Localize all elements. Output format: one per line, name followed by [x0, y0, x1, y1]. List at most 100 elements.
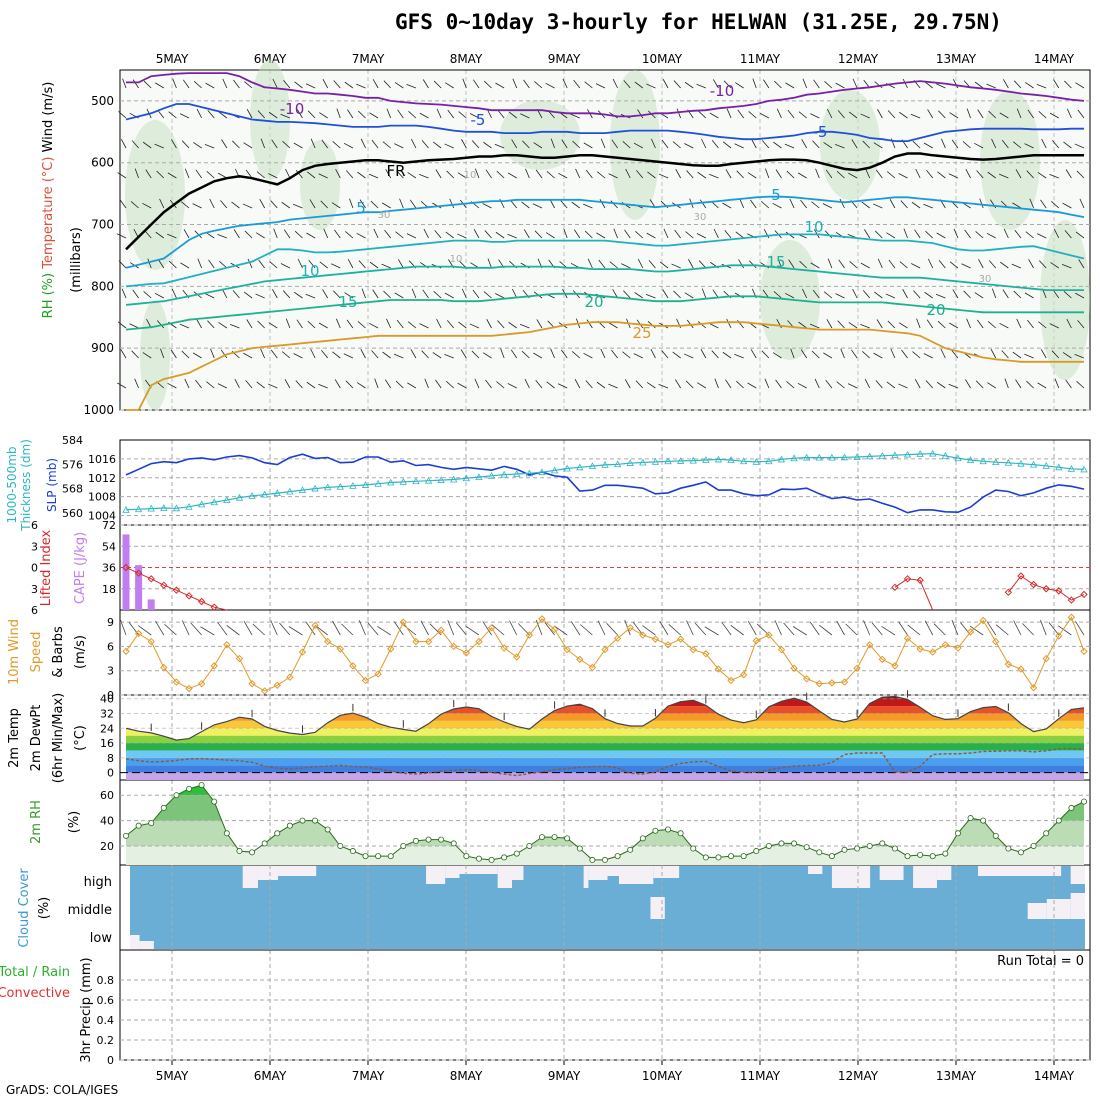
wind-barb — [773, 291, 782, 299]
wind-barb — [204, 144, 215, 149]
isotherm-15 — [125, 264, 1084, 306]
rh-point — [677, 830, 684, 837]
wind-barb — [374, 378, 379, 389]
wind-barb — [244, 230, 253, 239]
thickness-point — [588, 462, 597, 470]
wind-barb — [305, 83, 316, 89]
wind-barb — [800, 349, 808, 359]
wind-barb — [419, 174, 429, 179]
wind-barb — [999, 112, 1009, 119]
wind-barb — [663, 228, 669, 239]
wind-barb — [121, 288, 127, 299]
wind-barb — [914, 379, 921, 389]
wind-barb — [724, 229, 732, 239]
wind-barb — [131, 140, 139, 149]
wind-barb — [268, 173, 278, 179]
wind-speed-point — [840, 678, 849, 686]
cloud-clear-block — [913, 866, 937, 888]
thickness-point — [626, 459, 634, 466]
thickness-point — [286, 487, 294, 495]
wind-barb — [966, 108, 971, 119]
wind-speed-point — [374, 670, 382, 678]
wind-barb — [965, 168, 971, 179]
thickness-point — [954, 454, 962, 462]
wind-barb — [307, 110, 316, 119]
wind-barb — [798, 111, 807, 119]
wind-speed-point — [538, 615, 546, 623]
thickness-point — [324, 483, 332, 491]
wind-barb — [722, 351, 732, 359]
wind-barb — [130, 201, 139, 209]
rh-point — [1043, 830, 1050, 837]
wind-barb — [648, 260, 656, 269]
wind-barb — [877, 109, 883, 119]
wind-barb — [923, 353, 933, 359]
wind-barb — [949, 112, 959, 119]
wind-barb — [1040, 619, 1047, 636]
wind-barb — [696, 83, 706, 89]
wind-barb — [356, 83, 366, 89]
wind-barb — [1077, 320, 1085, 329]
lifted-tick-label: 3 — [31, 583, 38, 596]
wind-barb — [887, 110, 896, 119]
wind-speed-point — [513, 653, 521, 661]
wind-barb — [246, 319, 253, 329]
wind-barb — [168, 111, 177, 119]
wind-barb — [171, 139, 177, 149]
rh-tick-label: 20 — [100, 840, 114, 853]
wind-barb — [332, 620, 341, 636]
wind-barb — [722, 202, 732, 209]
wind-barb — [220, 200, 228, 209]
thickness-point — [134, 505, 143, 513]
upper-air-unit-label: (millibars) — [69, 227, 84, 293]
wind-barb — [447, 109, 455, 119]
rh-point — [400, 842, 407, 849]
wind-barb — [864, 378, 871, 389]
wind-barb — [924, 81, 933, 89]
wind-barb — [694, 622, 707, 636]
wind-barb — [1048, 622, 1060, 636]
rh-point — [1005, 845, 1012, 852]
wind-barb — [608, 383, 618, 389]
wind-barb — [205, 82, 215, 89]
wind-barb — [685, 380, 694, 389]
wind-barb — [684, 143, 694, 149]
contour-label: 20 — [926, 301, 945, 319]
wind-barb — [1064, 230, 1072, 239]
wind-barb — [322, 78, 329, 89]
wind-barb — [635, 231, 644, 239]
cloud-mid-block — [1070, 893, 1085, 919]
wind-barb — [1040, 199, 1047, 209]
wind-barb — [726, 108, 732, 119]
slp-tick-label: 1004 — [88, 510, 116, 523]
wind-speed-point — [1067, 613, 1076, 621]
wind-barb — [1075, 82, 1085, 89]
wind-barb — [495, 293, 505, 299]
wind-barb — [647, 171, 656, 179]
wind-tick-label: 6 — [107, 640, 114, 653]
isotherm--10 — [126, 72, 1085, 118]
wind-barb — [787, 109, 795, 119]
wind-barb — [394, 82, 404, 89]
wind-barb — [1039, 260, 1047, 269]
wind-barb — [550, 348, 555, 359]
contour-label: 5 — [356, 199, 366, 217]
wind-barb — [524, 378, 530, 389]
thickness-point — [298, 486, 307, 493]
wind-barb — [1052, 140, 1060, 149]
wind-barb — [709, 323, 719, 329]
wind-barb — [632, 621, 644, 636]
thickness-point — [966, 456, 975, 463]
thickness-point — [639, 458, 647, 466]
wind-barb — [747, 382, 757, 389]
cloud-clear-block — [497, 866, 512, 888]
wind-barb — [154, 292, 165, 299]
rh-point — [349, 848, 356, 855]
wind-barb — [600, 138, 606, 149]
rh-point — [854, 845, 861, 852]
wind-barb — [637, 109, 644, 119]
wind-barb — [394, 292, 404, 299]
wind-barb — [281, 351, 291, 359]
wind-barb — [911, 263, 921, 269]
